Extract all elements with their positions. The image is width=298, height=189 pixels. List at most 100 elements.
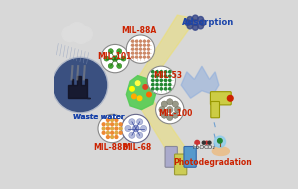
Circle shape — [164, 88, 167, 90]
Circle shape — [193, 25, 198, 30]
Circle shape — [131, 56, 134, 58]
Circle shape — [102, 127, 105, 130]
Text: MIL-100: MIL-100 — [158, 109, 193, 118]
FancyBboxPatch shape — [175, 154, 187, 175]
Circle shape — [160, 71, 162, 73]
Circle shape — [148, 52, 149, 54]
Circle shape — [136, 52, 137, 54]
Circle shape — [148, 40, 149, 42]
Circle shape — [115, 123, 118, 126]
Circle shape — [139, 52, 142, 54]
Circle shape — [218, 139, 222, 143]
Circle shape — [117, 49, 122, 54]
Text: H₂O: H₂O — [192, 145, 204, 150]
Circle shape — [143, 40, 145, 42]
Circle shape — [198, 16, 204, 22]
FancyBboxPatch shape — [211, 101, 220, 118]
Circle shape — [106, 123, 109, 126]
Circle shape — [131, 40, 134, 42]
Circle shape — [121, 56, 126, 61]
Circle shape — [106, 136, 109, 138]
Circle shape — [143, 85, 148, 89]
Circle shape — [111, 127, 114, 130]
Circle shape — [125, 125, 131, 132]
Circle shape — [148, 56, 149, 58]
Circle shape — [187, 23, 193, 29]
Text: MIL-68: MIL-68 — [122, 143, 151, 152]
Circle shape — [143, 44, 145, 46]
Circle shape — [98, 114, 126, 143]
Circle shape — [119, 123, 122, 126]
Circle shape — [174, 107, 181, 113]
Circle shape — [104, 56, 109, 61]
Circle shape — [172, 101, 179, 107]
Circle shape — [156, 95, 184, 124]
Circle shape — [143, 48, 145, 50]
Circle shape — [167, 114, 173, 121]
Circle shape — [131, 48, 134, 50]
Circle shape — [68, 23, 87, 42]
Circle shape — [126, 35, 155, 63]
Circle shape — [135, 81, 140, 85]
Circle shape — [129, 132, 135, 138]
Circle shape — [115, 119, 118, 122]
Circle shape — [143, 56, 145, 58]
Circle shape — [62, 26, 77, 42]
Circle shape — [112, 56, 118, 61]
Circle shape — [198, 23, 204, 29]
Text: MIL-88A: MIL-88A — [121, 26, 156, 35]
Polygon shape — [68, 76, 90, 98]
Circle shape — [169, 88, 171, 90]
Circle shape — [161, 112, 167, 118]
Circle shape — [152, 84, 154, 86]
Circle shape — [169, 75, 171, 77]
Circle shape — [167, 107, 173, 112]
Circle shape — [111, 131, 114, 134]
Polygon shape — [126, 76, 156, 110]
Circle shape — [136, 40, 137, 42]
Circle shape — [130, 87, 134, 91]
Circle shape — [102, 131, 105, 134]
Circle shape — [143, 52, 145, 54]
Polygon shape — [181, 66, 219, 98]
Circle shape — [156, 88, 158, 90]
Circle shape — [156, 79, 158, 81]
Circle shape — [161, 101, 167, 107]
Circle shape — [136, 56, 137, 58]
FancyBboxPatch shape — [210, 92, 231, 105]
Circle shape — [129, 119, 135, 125]
Circle shape — [108, 49, 113, 54]
Circle shape — [101, 44, 129, 73]
Text: MIL-53: MIL-53 — [153, 71, 182, 80]
Circle shape — [131, 52, 134, 54]
Text: MIL-88B: MIL-88B — [94, 143, 129, 152]
Circle shape — [200, 20, 206, 26]
Circle shape — [119, 131, 122, 134]
Circle shape — [187, 16, 193, 22]
Circle shape — [147, 66, 176, 94]
Circle shape — [106, 119, 109, 122]
Circle shape — [108, 63, 113, 68]
Circle shape — [136, 132, 143, 138]
Circle shape — [160, 84, 162, 86]
Circle shape — [198, 144, 201, 147]
Circle shape — [169, 79, 171, 81]
Polygon shape — [136, 15, 196, 85]
Circle shape — [167, 99, 173, 105]
Circle shape — [52, 57, 108, 113]
Circle shape — [152, 79, 154, 81]
Circle shape — [169, 71, 171, 73]
Text: Waste water: Waste water — [73, 114, 125, 120]
Circle shape — [148, 44, 149, 46]
Circle shape — [147, 92, 151, 97]
Circle shape — [139, 56, 142, 58]
Circle shape — [115, 127, 118, 130]
FancyBboxPatch shape — [165, 146, 177, 167]
Circle shape — [156, 75, 158, 77]
Circle shape — [132, 94, 136, 99]
Circle shape — [152, 88, 154, 90]
Circle shape — [193, 15, 198, 21]
Circle shape — [172, 112, 179, 118]
Circle shape — [111, 136, 114, 138]
FancyBboxPatch shape — [184, 146, 196, 167]
